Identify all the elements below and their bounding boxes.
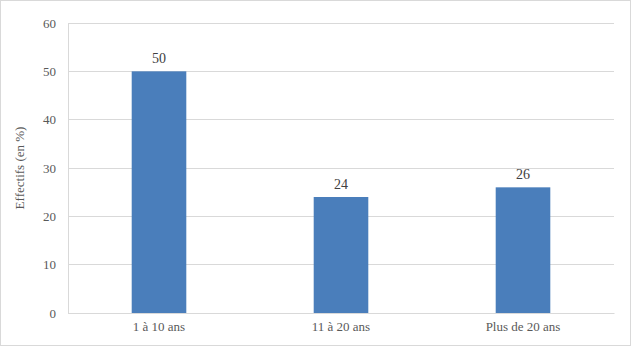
y-tick-label: 20 xyxy=(43,209,56,224)
y-tick: 30 xyxy=(43,161,68,176)
x-tick-label: 1 à 10 ans xyxy=(133,319,185,334)
y-tick: 60 xyxy=(43,16,68,31)
plot-area: 0 10 20 30 40 50 60 1 à 10 ans 11 à 20 ans Plus d… xyxy=(43,16,615,335)
data-label: 24 xyxy=(334,177,348,192)
x-axis-line xyxy=(69,313,615,314)
data-label: 50 xyxy=(152,51,166,66)
x-axis: 1 à 10 ans 11 à 20 ans Plus de 20 ans xyxy=(69,313,615,334)
bar xyxy=(132,71,187,313)
bar xyxy=(496,187,551,313)
y-tick-label: 10 xyxy=(43,257,56,272)
y-tick: 20 xyxy=(43,209,68,224)
chart-frame xyxy=(1,1,631,346)
y-tick-label: 30 xyxy=(43,161,56,176)
y-tick-label: 40 xyxy=(43,112,56,127)
data-label: 26 xyxy=(516,167,530,182)
x-tick-label: Plus de 20 ans xyxy=(486,319,561,334)
bars xyxy=(132,71,551,313)
data-labels: 50 24 26 xyxy=(152,51,530,192)
y-axis-title: Effectifs (en %) xyxy=(12,127,27,210)
y-axis-line xyxy=(68,24,69,314)
x-tick: 1 à 10 ans xyxy=(133,313,185,334)
y-tick: 0 xyxy=(50,306,69,321)
y-tick: 40 xyxy=(43,112,68,127)
y-tick-label: 0 xyxy=(50,306,57,321)
y-axis: 0 10 20 30 40 50 60 xyxy=(43,16,69,321)
chart: 0 10 20 30 40 50 60 1 à 10 ans 11 à 20 ans Plus d… xyxy=(0,0,631,346)
bar xyxy=(314,197,369,313)
y-tick: 50 xyxy=(43,64,68,79)
grid-line xyxy=(68,23,614,24)
grid xyxy=(68,23,614,313)
x-tick-label: 11 à 20 ans xyxy=(312,319,370,334)
y-tick-label: 60 xyxy=(43,16,56,31)
x-tick: Plus de 20 ans xyxy=(486,313,561,334)
x-tick: 11 à 20 ans xyxy=(312,313,370,334)
y-tick: 10 xyxy=(43,257,68,272)
y-tick-label: 50 xyxy=(43,64,56,79)
